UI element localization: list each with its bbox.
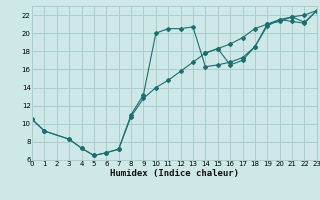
X-axis label: Humidex (Indice chaleur): Humidex (Indice chaleur) <box>110 169 239 178</box>
